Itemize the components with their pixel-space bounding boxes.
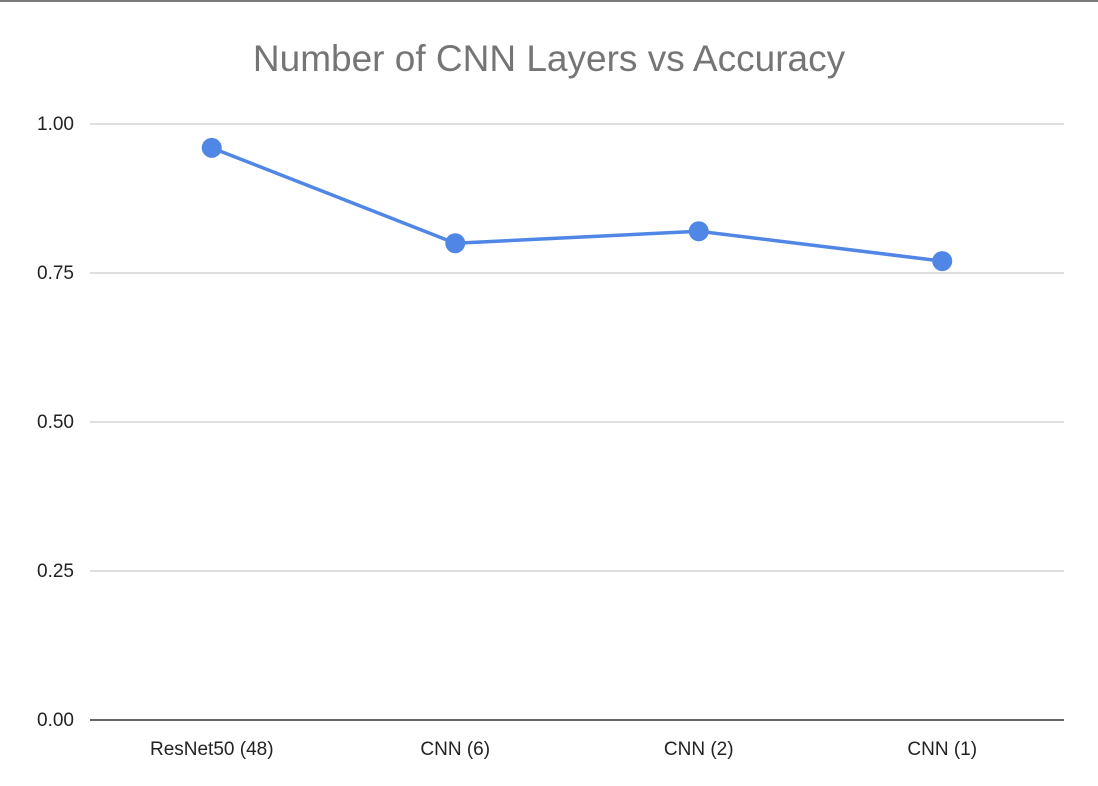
y-tick-label: 0.25: [37, 561, 74, 582]
x-tick-label: CNN (1): [907, 739, 977, 760]
y-tick-label: 0.00: [37, 710, 74, 731]
y-tick-label: 1.00: [37, 114, 74, 135]
data-point: [688, 221, 709, 242]
chart-title: Number of CNN Layers vs Accuracy: [252, 38, 846, 79]
y-tick-label: 0.50: [37, 412, 74, 433]
top-border: [0, 0, 1098, 2]
series-line: [211, 146, 943, 263]
x-tick-label: ResNet50 (48): [150, 739, 274, 760]
x-tick-labels: ResNet50 (48) CNN (6) CNN (2) CNN (1): [150, 739, 977, 760]
gridlines: [90, 123, 1064, 721]
y-tick-label: 0.75: [37, 263, 74, 284]
x-tick-label: CNN (6): [420, 739, 490, 760]
data-point: [201, 137, 222, 158]
y-tick-labels: 0.00 0.25 0.50 0.75 1.00: [37, 114, 74, 731]
data-point: [932, 251, 953, 272]
series-layer: [201, 137, 953, 272]
data-point: [445, 233, 466, 254]
x-tick-label: CNN (2): [664, 739, 734, 760]
